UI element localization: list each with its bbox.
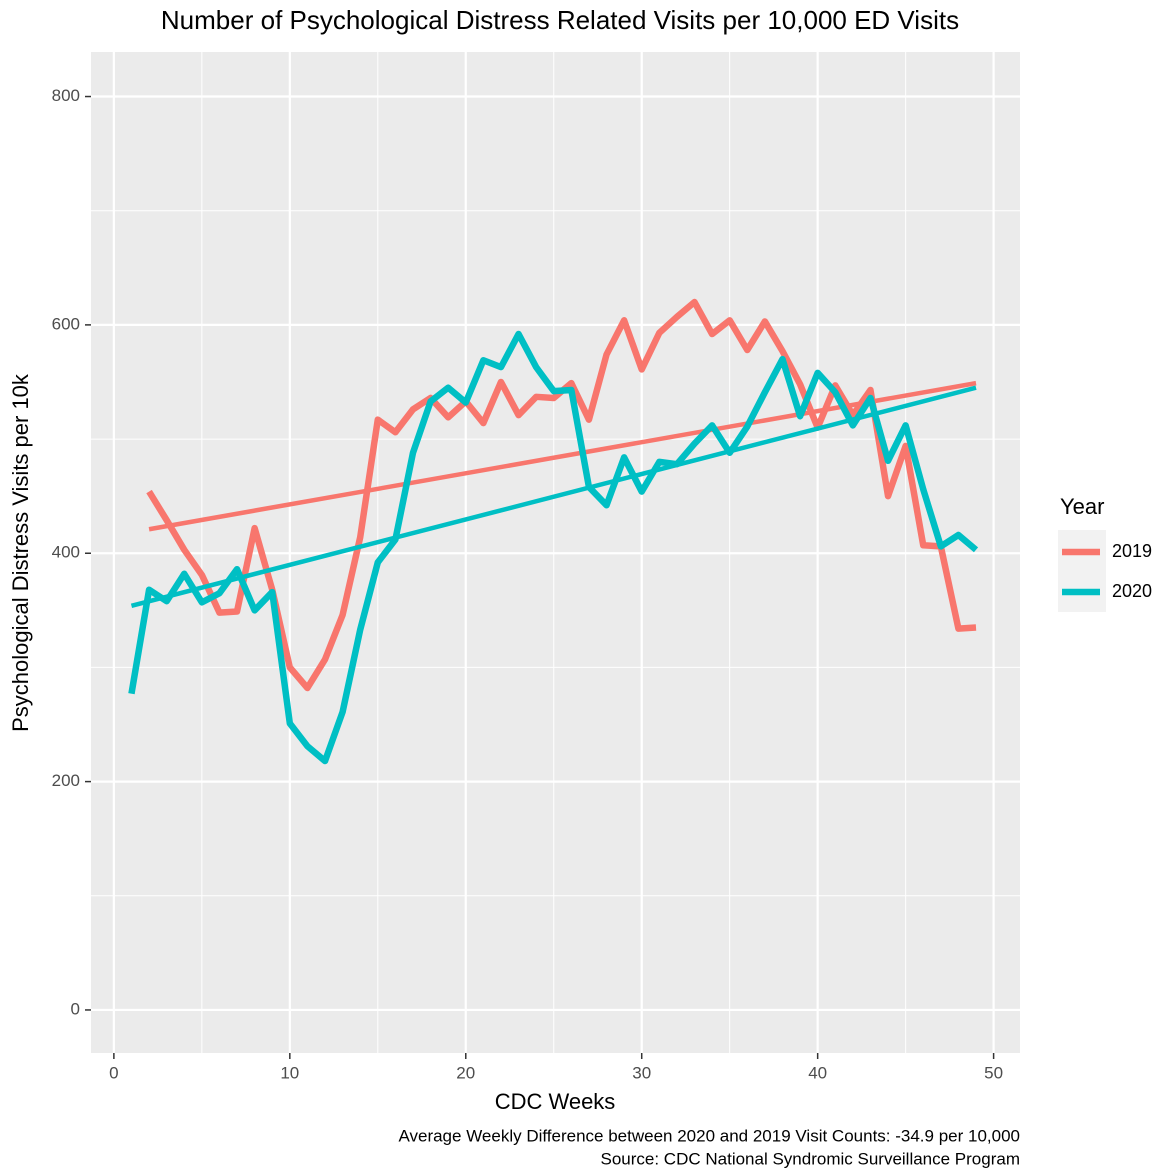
caption: Source: CDC National Syndromic Surveilla…: [601, 1149, 1021, 1168]
x-tick-label: 30: [632, 1063, 651, 1082]
y-tick-label: 600: [52, 314, 80, 333]
x-tick-label: 0: [109, 1063, 118, 1082]
y-axis-label: Psychological Distress Visits per 10k: [8, 373, 33, 732]
legend-label: 2019: [1112, 541, 1152, 561]
legend-label: 2020: [1112, 581, 1152, 601]
x-tick-label: 40: [808, 1063, 827, 1082]
legend-keys: [1058, 530, 1106, 612]
data-line: [128, 330, 979, 765]
chart-title: Number of Psychological Distress Related…: [161, 5, 959, 35]
y-tick-label: 0: [71, 999, 80, 1018]
y-tick-label: 200: [52, 771, 80, 790]
x-tick-label: 20: [456, 1063, 475, 1082]
trend-line: [130, 385, 977, 608]
x-tick-label: 10: [280, 1063, 299, 1082]
x-tick-label: 50: [984, 1063, 1003, 1082]
y-tick-label: 400: [52, 543, 80, 562]
x-axis-label: CDC Weeks: [495, 1089, 616, 1114]
trend-line: [148, 380, 977, 532]
y-tick-label: 800: [52, 86, 80, 105]
legend-title: Year: [1060, 494, 1104, 519]
caption: Average Weekly Difference between 2020 a…: [398, 1126, 1020, 1145]
